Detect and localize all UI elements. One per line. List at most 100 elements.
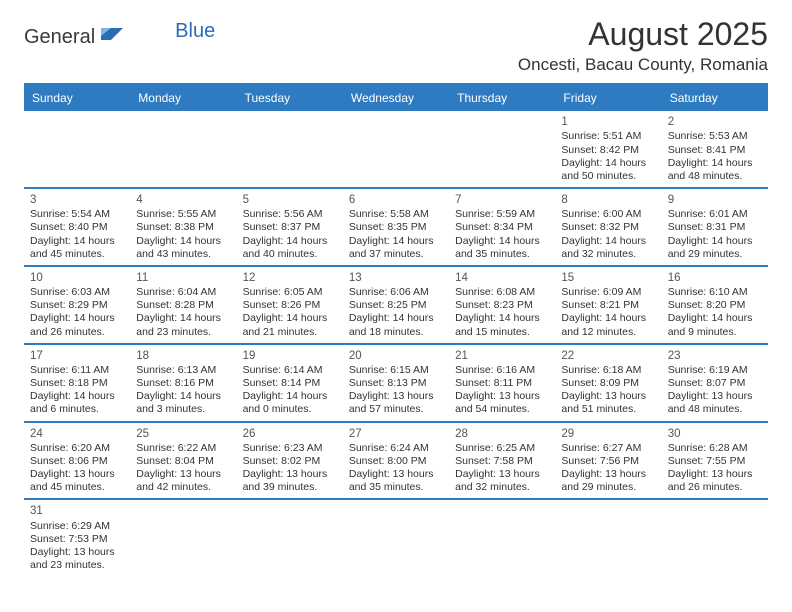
logo: General Blue — [24, 16, 169, 49]
sunrise-text: Sunrise: 6:00 AM — [561, 208, 655, 221]
day-number: 28 — [455, 427, 549, 441]
sunrise-text: Sunrise: 6:29 AM — [30, 520, 124, 533]
day-cell — [130, 111, 236, 187]
daylight-text: Daylight: 14 hours and 48 minutes. — [668, 157, 762, 183]
day-number: 6 — [349, 193, 443, 207]
sunset-text: Sunset: 8:40 PM — [30, 221, 124, 234]
daylight-text: Daylight: 14 hours and 50 minutes. — [561, 157, 655, 183]
day-number: 29 — [561, 427, 655, 441]
day-cell: 18Sunrise: 6:13 AMSunset: 8:16 PMDayligh… — [130, 345, 236, 421]
day-number: 23 — [668, 349, 762, 363]
sunrise-text: Sunrise: 5:54 AM — [30, 208, 124, 221]
sunrise-text: Sunrise: 6:13 AM — [136, 364, 230, 377]
day-number: 14 — [455, 271, 549, 285]
daylight-text: Daylight: 14 hours and 9 minutes. — [668, 312, 762, 338]
day-cell: 2Sunrise: 5:53 AMSunset: 8:41 PMDaylight… — [662, 111, 768, 187]
sunrise-text: Sunrise: 5:58 AM — [349, 208, 443, 221]
sunset-text: Sunset: 8:25 PM — [349, 299, 443, 312]
day-cell: 24Sunrise: 6:20 AMSunset: 8:06 PMDayligh… — [24, 423, 130, 499]
calendar: SundayMondayTuesdayWednesdayThursdayFrid… — [24, 83, 768, 576]
sunset-text: Sunset: 8:31 PM — [668, 221, 762, 234]
day-number: 21 — [455, 349, 549, 363]
sunset-text: Sunset: 8:06 PM — [30, 455, 124, 468]
daylight-text: Daylight: 13 hours and 42 minutes. — [136, 468, 230, 494]
daylight-text: Daylight: 14 hours and 32 minutes. — [561, 235, 655, 261]
day-number: 11 — [136, 271, 230, 285]
week-row: 31Sunrise: 6:29 AMSunset: 7:53 PMDayligh… — [24, 500, 768, 576]
sunrise-text: Sunrise: 6:28 AM — [668, 442, 762, 455]
day-cell — [343, 500, 449, 576]
day-number: 9 — [668, 193, 762, 207]
daylight-text: Daylight: 13 hours and 57 minutes. — [349, 390, 443, 416]
day-cell: 12Sunrise: 6:05 AMSunset: 8:26 PMDayligh… — [237, 267, 343, 343]
sunset-text: Sunset: 8:07 PM — [668, 377, 762, 390]
day-number: 10 — [30, 271, 124, 285]
sunset-text: Sunset: 8:35 PM — [349, 221, 443, 234]
day-number: 15 — [561, 271, 655, 285]
sunrise-text: Sunrise: 6:20 AM — [30, 442, 124, 455]
logo-flag-icon — [101, 26, 125, 49]
day-number: 27 — [349, 427, 443, 441]
day-number: 16 — [668, 271, 762, 285]
daylight-text: Daylight: 13 hours and 29 minutes. — [561, 468, 655, 494]
sunrise-text: Sunrise: 6:04 AM — [136, 286, 230, 299]
sunset-text: Sunset: 8:16 PM — [136, 377, 230, 390]
day-number: 12 — [243, 271, 337, 285]
daylight-text: Daylight: 14 hours and 21 minutes. — [243, 312, 337, 338]
sunset-text: Sunset: 7:55 PM — [668, 455, 762, 468]
daylight-text: Daylight: 13 hours and 23 minutes. — [30, 546, 124, 572]
day-cell: 10Sunrise: 6:03 AMSunset: 8:29 PMDayligh… — [24, 267, 130, 343]
sunset-text: Sunset: 8:20 PM — [668, 299, 762, 312]
sunrise-text: Sunrise: 5:56 AM — [243, 208, 337, 221]
daylight-text: Daylight: 14 hours and 45 minutes. — [30, 235, 124, 261]
day-cell: 16Sunrise: 6:10 AMSunset: 8:20 PMDayligh… — [662, 267, 768, 343]
daylight-text: Daylight: 14 hours and 0 minutes. — [243, 390, 337, 416]
sunrise-text: Sunrise: 6:11 AM — [30, 364, 124, 377]
daylight-text: Daylight: 14 hours and 35 minutes. — [455, 235, 549, 261]
week-row: 3Sunrise: 5:54 AMSunset: 8:40 PMDaylight… — [24, 189, 768, 267]
day-cell: 8Sunrise: 6:00 AMSunset: 8:32 PMDaylight… — [555, 189, 661, 265]
sunset-text: Sunset: 8:02 PM — [243, 455, 337, 468]
sunset-text: Sunset: 8:26 PM — [243, 299, 337, 312]
day-number: 1 — [561, 115, 655, 129]
daylight-text: Daylight: 14 hours and 29 minutes. — [668, 235, 762, 261]
day-cell: 27Sunrise: 6:24 AMSunset: 8:00 PMDayligh… — [343, 423, 449, 499]
daylight-text: Daylight: 14 hours and 3 minutes. — [136, 390, 230, 416]
page-title: August 2025 — [518, 16, 768, 53]
sunrise-text: Sunrise: 5:53 AM — [668, 130, 762, 143]
day-cell: 26Sunrise: 6:23 AMSunset: 8:02 PMDayligh… — [237, 423, 343, 499]
weekday-header: Saturday — [662, 85, 768, 111]
day-cell — [130, 500, 236, 576]
sunrise-text: Sunrise: 6:10 AM — [668, 286, 762, 299]
weekday-header: Sunday — [24, 85, 130, 111]
sunset-text: Sunset: 7:56 PM — [561, 455, 655, 468]
day-number: 26 — [243, 427, 337, 441]
day-cell: 19Sunrise: 6:14 AMSunset: 8:14 PMDayligh… — [237, 345, 343, 421]
sunrise-text: Sunrise: 6:25 AM — [455, 442, 549, 455]
sunset-text: Sunset: 8:21 PM — [561, 299, 655, 312]
sunset-text: Sunset: 8:04 PM — [136, 455, 230, 468]
day-cell: 7Sunrise: 5:59 AMSunset: 8:34 PMDaylight… — [449, 189, 555, 265]
day-cell: 1Sunrise: 5:51 AMSunset: 8:42 PMDaylight… — [555, 111, 661, 187]
daylight-text: Daylight: 14 hours and 43 minutes. — [136, 235, 230, 261]
sunrise-text: Sunrise: 6:15 AM — [349, 364, 443, 377]
sunset-text: Sunset: 8:32 PM — [561, 221, 655, 234]
sunrise-text: Sunrise: 6:14 AM — [243, 364, 337, 377]
sunrise-text: Sunrise: 6:23 AM — [243, 442, 337, 455]
sunrise-text: Sunrise: 6:18 AM — [561, 364, 655, 377]
day-cell — [449, 500, 555, 576]
daylight-text: Daylight: 14 hours and 12 minutes. — [561, 312, 655, 338]
daylight-text: Daylight: 13 hours and 26 minutes. — [668, 468, 762, 494]
sunset-text: Sunset: 8:34 PM — [455, 221, 549, 234]
sunset-text: Sunset: 8:18 PM — [30, 377, 124, 390]
daylight-text: Daylight: 13 hours and 48 minutes. — [668, 390, 762, 416]
day-cell — [237, 500, 343, 576]
day-number: 7 — [455, 193, 549, 207]
day-cell — [24, 111, 130, 187]
daylight-text: Daylight: 13 hours and 35 minutes. — [349, 468, 443, 494]
sunset-text: Sunset: 8:00 PM — [349, 455, 443, 468]
day-number: 20 — [349, 349, 443, 363]
day-number: 5 — [243, 193, 337, 207]
day-cell: 23Sunrise: 6:19 AMSunset: 8:07 PMDayligh… — [662, 345, 768, 421]
day-cell: 25Sunrise: 6:22 AMSunset: 8:04 PMDayligh… — [130, 423, 236, 499]
